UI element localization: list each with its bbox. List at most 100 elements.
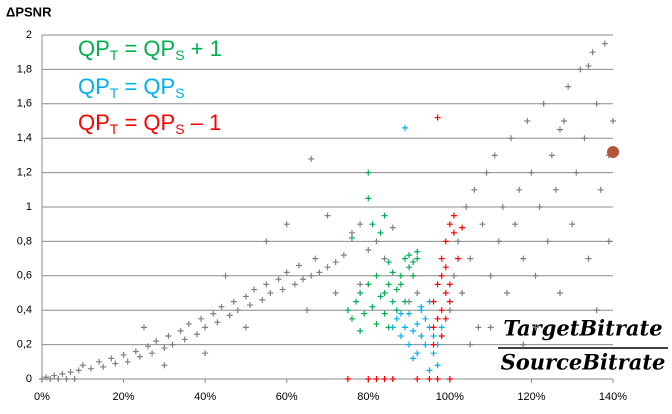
point	[430, 324, 437, 331]
point	[381, 376, 388, 382]
point	[463, 204, 470, 210]
point	[406, 310, 413, 317]
point	[397, 272, 404, 279]
annotation-numerator: TargetBitrate	[503, 316, 662, 341]
point	[499, 204, 506, 210]
point	[165, 333, 172, 339]
legend-text: + 1	[185, 36, 222, 61]
point	[585, 62, 592, 69]
point	[377, 293, 384, 300]
point	[324, 264, 331, 271]
point	[397, 310, 404, 317]
point	[230, 298, 237, 305]
x-tick-label: 60%	[276, 391, 298, 403]
point	[381, 290, 388, 296]
legend-subscript: S	[175, 121, 184, 137]
y-tick-label: 1,4	[17, 132, 32, 144]
point	[381, 255, 388, 262]
point	[300, 276, 307, 283]
point	[422, 341, 429, 348]
point	[222, 272, 229, 279]
point	[202, 324, 209, 331]
point	[589, 49, 596, 56]
point	[181, 336, 188, 343]
point	[365, 281, 372, 288]
point	[410, 327, 417, 334]
point	[385, 259, 392, 266]
point	[434, 376, 441, 382]
point	[377, 229, 384, 236]
legend-text: QP	[78, 36, 110, 61]
point	[242, 293, 249, 300]
point	[275, 276, 282, 283]
point	[508, 135, 515, 142]
point	[332, 290, 339, 296]
point	[552, 186, 559, 193]
x-tick-label: 120%	[517, 391, 545, 403]
y-tick-label: 1,8	[17, 63, 32, 75]
point	[430, 350, 437, 357]
point	[434, 114, 441, 121]
point	[593, 100, 600, 107]
point	[214, 319, 221, 326]
point	[263, 238, 270, 245]
point	[487, 272, 494, 279]
x-tick-label: 40%	[194, 391, 216, 403]
y-tick-label: 0,4	[17, 304, 32, 316]
point	[459, 224, 466, 231]
point	[414, 376, 421, 382]
point	[516, 186, 523, 193]
point	[389, 298, 396, 305]
legend-subscript: T	[110, 121, 119, 137]
point	[450, 212, 457, 219]
point	[410, 259, 417, 266]
point	[418, 333, 425, 339]
y-tick-label: 1,2	[17, 167, 32, 179]
point	[291, 281, 298, 288]
point	[467, 255, 474, 262]
point	[528, 169, 535, 176]
point	[369, 303, 376, 310]
point	[410, 272, 417, 279]
point	[283, 221, 290, 228]
point	[185, 320, 192, 327]
point	[108, 355, 115, 362]
point	[601, 40, 608, 47]
point	[332, 259, 339, 266]
point	[169, 341, 176, 348]
point	[149, 350, 156, 357]
point	[524, 118, 531, 124]
point	[112, 360, 119, 367]
point	[450, 229, 457, 236]
point	[397, 333, 404, 339]
legend-text: QP	[78, 110, 110, 135]
legend-entry: QPT = QPS	[78, 74, 185, 101]
point	[389, 324, 396, 331]
point	[406, 252, 413, 259]
point	[446, 281, 453, 288]
point	[446, 298, 453, 305]
point	[561, 118, 568, 124]
point	[63, 376, 70, 382]
point	[503, 290, 510, 296]
x-tick-label: 0%	[34, 391, 50, 403]
legend-subscript: S	[175, 47, 184, 63]
point	[393, 307, 400, 314]
point	[279, 286, 286, 293]
point	[47, 376, 54, 382]
point	[581, 135, 588, 142]
x-tick-label: 140%	[599, 391, 627, 403]
y-tick-label: 0,8	[17, 235, 32, 247]
point	[96, 358, 103, 365]
point	[455, 238, 462, 245]
point	[418, 303, 425, 310]
point	[397, 281, 404, 288]
legend-text: QP	[78, 74, 110, 99]
point	[67, 369, 74, 376]
y-tick-label: 0,2	[17, 339, 32, 351]
point	[536, 204, 543, 210]
point	[267, 290, 274, 296]
point	[87, 365, 94, 372]
point	[389, 269, 396, 276]
